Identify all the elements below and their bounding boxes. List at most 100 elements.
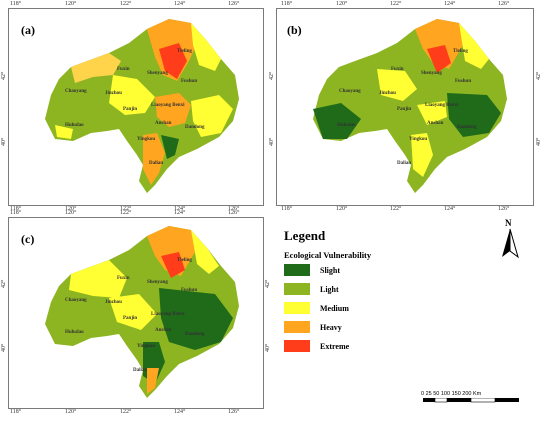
city-label: Anshan bbox=[427, 121, 444, 126]
city-label: Dandong bbox=[185, 125, 205, 130]
side-tick: 40° bbox=[536, 137, 542, 146]
bottom-tick: 122° bbox=[120, 409, 132, 415]
legend-item: Slight bbox=[284, 264, 340, 276]
map-panel-c: (c) Tieling Fuxin Shenyang Fushun Chaoya… bbox=[8, 217, 264, 409]
legend-swatch bbox=[284, 283, 310, 295]
city-label: Dalian bbox=[133, 368, 148, 373]
legend-label: Extreme bbox=[320, 341, 350, 351]
panel-letter-b: (b) bbox=[287, 23, 302, 37]
side-tick: 42° bbox=[536, 71, 542, 80]
legend-subtitle: Ecological Vulnerability bbox=[284, 250, 372, 260]
scale-unit: Km bbox=[473, 391, 482, 397]
city-label: Yingkou bbox=[409, 137, 428, 142]
legend-label: Light bbox=[320, 284, 339, 294]
side-tick: 40° bbox=[1, 137, 7, 146]
top-tick: 120° bbox=[336, 1, 348, 7]
city-label: Jinzhou bbox=[105, 300, 122, 305]
legend-item: Extreme bbox=[284, 340, 349, 352]
map-a bbox=[45, 19, 239, 193]
city-label: Anshan bbox=[155, 121, 172, 126]
city-label: Fushun bbox=[181, 288, 198, 293]
city-label: Yingkou bbox=[137, 344, 156, 349]
north-arrow-icon bbox=[502, 228, 519, 259]
city-label: Tieling bbox=[453, 49, 468, 54]
map-b bbox=[313, 19, 507, 193]
city-label: Huludao bbox=[65, 123, 84, 128]
side-tick: 42° bbox=[269, 71, 275, 80]
city-label: Jinzhou bbox=[379, 91, 396, 96]
legend-title: Legend bbox=[284, 228, 326, 243]
city-label: Fuxin bbox=[391, 67, 404, 72]
province-shape-c bbox=[45, 226, 239, 398]
city-label: Liaoyang Benxi bbox=[151, 312, 185, 317]
city-label: Panjin bbox=[123, 107, 138, 112]
city-label: Dalian bbox=[397, 161, 412, 166]
top-tick: 118° bbox=[281, 1, 293, 7]
top-tick: 126° bbox=[228, 210, 240, 216]
legend-label: Heavy bbox=[320, 322, 342, 332]
top-tick: 122° bbox=[120, 210, 132, 216]
side-tick: 42° bbox=[1, 71, 7, 80]
city-label: Tieling bbox=[177, 49, 192, 54]
bottom-tick: 118° bbox=[10, 409, 22, 415]
top-tick: 118° bbox=[10, 210, 22, 216]
city-label: Chaoyang bbox=[339, 89, 361, 94]
city-label: Fushun bbox=[455, 79, 472, 84]
city-label: Yingkou bbox=[137, 137, 156, 142]
top-tick: 124° bbox=[174, 210, 186, 216]
city-label: Chaoyang bbox=[65, 298, 87, 303]
legend-label: Medium bbox=[320, 303, 349, 313]
top-tick: 126° bbox=[228, 1, 240, 7]
city-label: Panjin bbox=[397, 107, 412, 112]
map-panel-a: (a) Tieling Fuxin Shenyang Fushun Chaoya… bbox=[8, 8, 264, 206]
top-tick: 120° bbox=[65, 210, 77, 216]
city-label: Shenyang bbox=[147, 280, 168, 285]
city-label: Shenyang bbox=[421, 71, 442, 76]
top-tick: 124° bbox=[444, 1, 456, 7]
city-label: Chaoyang bbox=[65, 89, 87, 94]
city-label: Huludao bbox=[65, 330, 84, 335]
north-label: N bbox=[505, 218, 512, 228]
scale-values: 0 25 50 100 150 200 bbox=[421, 391, 472, 397]
province-shape-b bbox=[313, 19, 507, 193]
legend-swatch bbox=[284, 340, 310, 352]
bottom-tick: 120° bbox=[65, 409, 77, 415]
bottom-tick: 122° bbox=[390, 206, 402, 212]
bottom-tick: 118° bbox=[10, 206, 22, 212]
bottom-tick: 120° bbox=[65, 206, 77, 212]
bottom-tick: 122° bbox=[120, 206, 132, 212]
legend-item: Heavy bbox=[284, 321, 342, 333]
bottom-tick: 124° bbox=[174, 409, 186, 415]
bottom-tick: 126° bbox=[228, 409, 240, 415]
panel-letter-c: (c) bbox=[21, 232, 35, 246]
top-tick: 118° bbox=[10, 1, 22, 7]
city-label: Tieling bbox=[177, 258, 192, 263]
city-label: Liaoyang Benxi bbox=[151, 103, 185, 108]
city-label: Jinzhou bbox=[105, 91, 122, 96]
top-tick: 122° bbox=[120, 1, 132, 7]
legend-item: Medium bbox=[284, 302, 349, 314]
side-tick: 40° bbox=[269, 137, 275, 146]
city-label: Panjin bbox=[123, 316, 138, 321]
bottom-tick: 126° bbox=[228, 206, 240, 212]
legend-item: Light bbox=[284, 283, 339, 295]
city-label: Dandong bbox=[457, 125, 477, 130]
city-label: Anshan bbox=[155, 328, 172, 333]
city-label: Shenyang bbox=[147, 71, 168, 76]
side-tick: 40° bbox=[265, 343, 271, 352]
map-c bbox=[45, 226, 239, 398]
legend-swatch bbox=[284, 302, 310, 314]
city-label: Liaoyang Benxi bbox=[425, 103, 459, 108]
legend-swatch bbox=[284, 264, 310, 276]
city-label: Fuxin bbox=[117, 67, 130, 72]
bottom-tick: 118° bbox=[281, 206, 293, 212]
bottom-tick: 124° bbox=[444, 206, 456, 212]
top-tick: 120° bbox=[65, 1, 77, 7]
side-tick: 40° bbox=[1, 343, 7, 352]
city-label: Fushun bbox=[181, 79, 198, 84]
legend-label: Slight bbox=[320, 265, 341, 275]
side-tick: 42° bbox=[265, 279, 271, 288]
scale-labels: 0 25 50 100 150 200 Km bbox=[421, 391, 481, 397]
province-shape-a bbox=[45, 19, 239, 193]
top-tick: 124° bbox=[174, 1, 186, 7]
